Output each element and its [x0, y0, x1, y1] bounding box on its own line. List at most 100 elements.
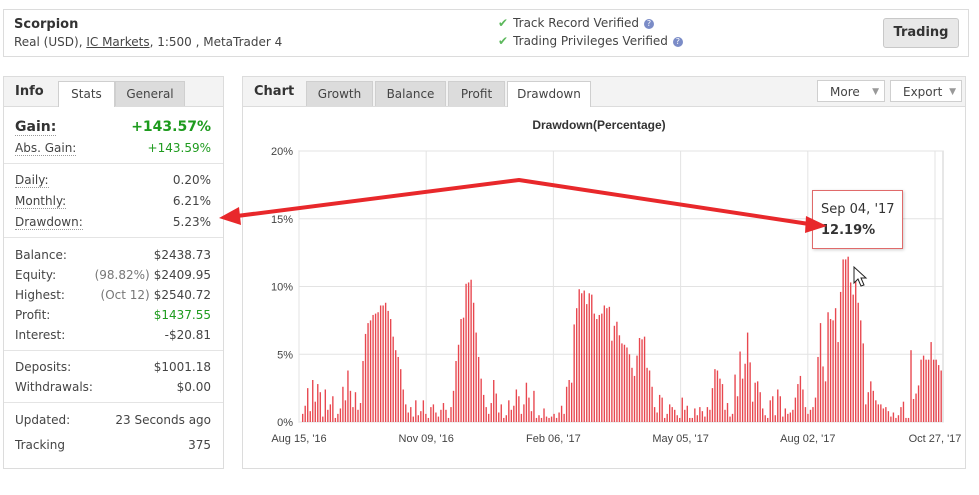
drawdown-bar [897, 415, 900, 422]
drawdown-bar [736, 396, 739, 422]
drawdown-bar [623, 344, 626, 422]
drawdown-bar [392, 336, 394, 422]
drawdown-bar [364, 333, 367, 422]
profit-value: $1437.55 [153, 308, 211, 322]
drawdown-bar [400, 369, 402, 422]
drawdown-bar [759, 392, 761, 422]
interest-value: -$20.81 [164, 328, 211, 342]
profit-row: Profit: $1437.55 [15, 308, 211, 324]
drawdown-bar [633, 375, 636, 422]
equity-row: Equity: (98.82%) $2409.95 [15, 268, 211, 284]
drawdown-label: Drawdown: [15, 215, 83, 230]
drawdown-bar [714, 369, 716, 422]
drawdown-bar [384, 302, 387, 422]
drawdown-bar [910, 350, 912, 422]
drawdown-bar [905, 417, 907, 422]
drawdown-bar [887, 411, 890, 422]
tracking-value: 375 [188, 438, 211, 452]
drawdown-bar [553, 413, 555, 422]
withdrawals-value: $0.00 [176, 380, 211, 394]
trading-button[interactable]: Trading [883, 18, 959, 48]
drawdown-bar [802, 389, 804, 422]
drawdown-bar [719, 378, 721, 422]
interest-label: Interest: [15, 328, 66, 342]
drawdown-bar [927, 359, 930, 422]
drawdown-bar [885, 407, 887, 422]
daily-label: Daily: [15, 173, 49, 188]
drawdown-bar [528, 397, 530, 422]
export-dropdown[interactable]: Export ▼ [890, 80, 962, 102]
help-icon[interactable]: ? [672, 36, 683, 47]
highest-label: Highest: [15, 288, 65, 302]
drawdown-bar [895, 417, 897, 422]
drawdown-bar [475, 332, 477, 422]
drawdown-bar [538, 415, 540, 422]
drawdown-bar [319, 392, 321, 422]
drawdown-bar [822, 366, 824, 422]
drawdown-bar [860, 320, 862, 423]
drawdown-bar [583, 290, 585, 422]
drawdown-bar [646, 367, 648, 422]
tab-drawdown[interactable]: Drawdown [507, 81, 591, 107]
drawdown-bar [930, 342, 932, 422]
drawdown-bar [636, 355, 638, 422]
drawdown-bar [666, 413, 668, 422]
drawdown-bar [701, 411, 704, 422]
updated-value: 23 Seconds ago [115, 413, 211, 427]
tracking-row: Tracking 375 [15, 438, 211, 454]
drawdown-bar [457, 344, 460, 422]
drawdown-chart[interactable]: Drawdown(Percentage) 0% 5% 10% 15% 20% Aug 1… [243, 77, 965, 468]
monthly-value: 6.21% [172, 194, 211, 208]
profit-label: Profit: [15, 308, 51, 322]
drawdown-bar [382, 305, 384, 422]
drawdown-bar [570, 382, 573, 422]
updated-label: Updated: [15, 413, 71, 427]
drawdown-bar [613, 325, 616, 422]
tooltip-value: 12.19% [821, 223, 876, 238]
drawdown-bar [445, 409, 447, 422]
drawdown-bar [643, 336, 646, 422]
drawdown-bar [804, 407, 807, 422]
drawdown-bar [809, 409, 812, 422]
drawdown-bar [302, 413, 304, 422]
drawdown-bar [844, 259, 847, 422]
drawdown-bar [772, 396, 774, 422]
broker-link[interactable]: IC Markets [86, 35, 150, 49]
help-icon[interactable]: ? [644, 18, 655, 29]
drawdown-bar [684, 409, 686, 422]
drawdown-bar [855, 270, 857, 422]
drawdown-bar [598, 314, 600, 422]
drawdown-bar [372, 314, 374, 422]
divider [4, 350, 223, 351]
account-leverage-platform: , 1:500 , MetaTrader 4 [149, 35, 283, 49]
x-tick-label: May 05, '17 [652, 433, 709, 445]
drawdown-bar [867, 392, 869, 422]
drawdown-bar [925, 359, 927, 422]
drawdown-bar [653, 407, 656, 422]
x-tick-label: Feb 06, '17 [526, 433, 581, 445]
y-tick-label: 20% [271, 146, 293, 158]
withdrawals-row: Withdrawals: $0.00 [15, 380, 211, 396]
drawdown-bar [837, 342, 839, 422]
chart-tooltip: Sep 04, '17 12.19% [812, 190, 903, 249]
drawdown-bar [917, 385, 920, 422]
more-dropdown[interactable]: More ▼ [817, 80, 885, 102]
drawdown-bar [452, 390, 455, 422]
drawdown-bar [663, 417, 666, 422]
drawdown-bar [749, 362, 751, 422]
account-details: Real (USD), IC Markets, 1:500 , MetaTrad… [14, 35, 282, 49]
drawdown-bar [412, 416, 414, 422]
tab-growth[interactable]: Growth [306, 81, 373, 106]
tab-balance[interactable]: Balance [375, 81, 446, 106]
drawdown-bar [563, 413, 565, 422]
drawdown-bar [518, 396, 520, 422]
drawdown-bar [354, 392, 357, 422]
drawdown-bar [731, 413, 734, 422]
drawdown-bar [746, 332, 749, 422]
tab-stats[interactable]: Stats [58, 81, 115, 107]
drawdown-bar [432, 404, 435, 422]
tab-profit[interactable]: Profit [448, 81, 505, 106]
tab-general[interactable]: General [115, 81, 185, 106]
highest-value: $2540.72 [153, 288, 211, 302]
daily-value: 0.20% [172, 173, 211, 187]
